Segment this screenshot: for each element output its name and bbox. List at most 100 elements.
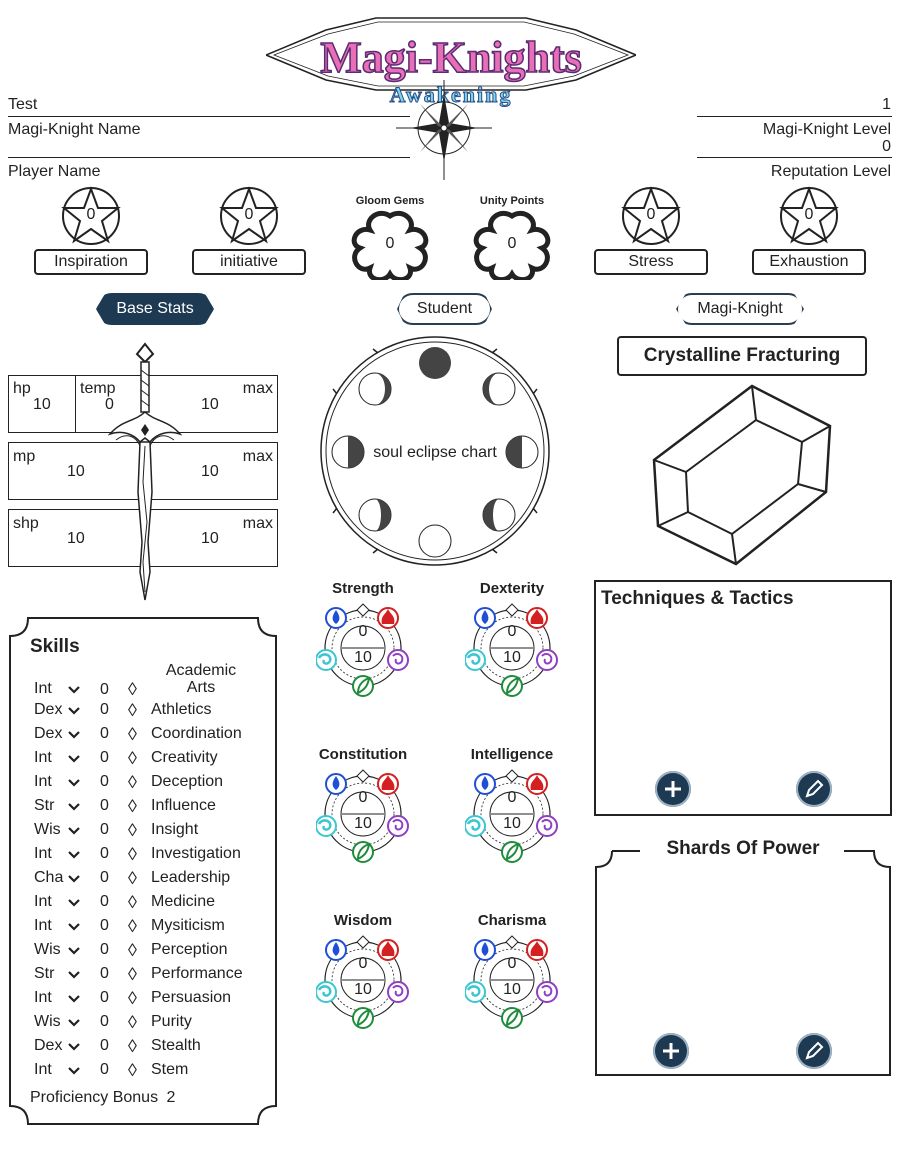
- diamond-icon[interactable]: ◊: [128, 748, 137, 768]
- skill-attribute-select[interactable]: Int: [34, 917, 52, 934]
- hp-max-value[interactable]: 10: [201, 396, 219, 413]
- skill-attribute-select[interactable]: Int: [34, 680, 52, 697]
- skill-value[interactable]: 0: [100, 965, 109, 982]
- attribute-score[interactable]: 10: [503, 981, 521, 998]
- skill-value[interactable]: 0: [100, 701, 109, 718]
- skill-attribute-select[interactable]: Wis: [34, 941, 61, 958]
- skill-value[interactable]: 0: [100, 893, 109, 910]
- skill-value[interactable]: 0: [100, 917, 109, 934]
- chevron-down-icon[interactable]: [68, 969, 80, 983]
- mp-max-value[interactable]: 10: [201, 463, 219, 480]
- skill-value[interactable]: 0: [100, 773, 109, 790]
- crystal-icon[interactable]: [650, 384, 834, 566]
- diamond-icon[interactable]: ◊: [128, 892, 137, 912]
- add-technique-button[interactable]: [655, 771, 691, 807]
- chevron-down-icon[interactable]: [68, 849, 80, 863]
- chevron-down-icon[interactable]: [68, 777, 80, 791]
- attribute-score[interactable]: 10: [503, 649, 521, 666]
- attribute-score[interactable]: 10: [354, 815, 372, 832]
- attribute-score[interactable]: 10: [354, 649, 372, 666]
- mp-value[interactable]: 10: [67, 463, 85, 480]
- player-name-field[interactable]: [8, 157, 410, 158]
- skill-value[interactable]: 0: [100, 989, 109, 1006]
- magi-knight-name-value[interactable]: Test: [8, 96, 38, 113]
- chevron-down-icon[interactable]: [68, 684, 80, 698]
- stress-star[interactable]: 0: [621, 186, 681, 246]
- skill-attribute-select[interactable]: Str: [34, 965, 55, 982]
- tab-student[interactable]: Student: [397, 293, 492, 325]
- chevron-down-icon[interactable]: [68, 873, 80, 887]
- skill-value[interactable]: 0: [100, 749, 109, 766]
- diamond-icon[interactable]: ◊: [128, 1036, 137, 1056]
- skill-value[interactable]: 0: [100, 941, 109, 958]
- diamond-icon[interactable]: ◊: [128, 1060, 137, 1080]
- tab-magi-knight[interactable]: Magi-Knight: [676, 293, 804, 325]
- exhaustion-star[interactable]: 0: [779, 186, 839, 246]
- attribute-modifier[interactable]: 0: [507, 955, 517, 972]
- chevron-down-icon[interactable]: [68, 945, 80, 959]
- diamond-icon[interactable]: ◊: [128, 868, 137, 888]
- skill-value[interactable]: 0: [100, 821, 109, 838]
- proficiency-value[interactable]: 2: [166, 1089, 176, 1106]
- temp-hp-value[interactable]: 0: [105, 396, 114, 413]
- skill-value[interactable]: 0: [100, 1013, 109, 1030]
- chevron-down-icon[interactable]: [68, 729, 80, 743]
- skill-attribute-select[interactable]: Dex: [34, 725, 63, 742]
- diamond-icon[interactable]: ◊: [128, 916, 137, 936]
- skill-value[interactable]: 0: [100, 1061, 109, 1078]
- attribute-score[interactable]: 10: [503, 815, 521, 832]
- attribute-modifier[interactable]: 0: [507, 623, 517, 640]
- skill-value[interactable]: 0: [100, 725, 109, 742]
- skill-attribute-select[interactable]: Int: [34, 845, 52, 862]
- skill-attribute-select[interactable]: Int: [34, 773, 52, 790]
- diamond-icon[interactable]: ◊: [128, 724, 137, 744]
- diamond-icon[interactable]: ◊: [128, 1012, 137, 1032]
- reputation-level-value[interactable]: 0: [882, 138, 891, 155]
- diamond-icon[interactable]: ◊: [128, 844, 137, 864]
- chevron-down-icon[interactable]: [68, 1017, 80, 1031]
- skill-attribute-select[interactable]: Int: [34, 989, 52, 1006]
- skill-value[interactable]: 0: [100, 681, 109, 698]
- edit-technique-button[interactable]: [796, 771, 832, 807]
- skill-attribute-select[interactable]: Cha: [34, 869, 64, 886]
- chevron-down-icon[interactable]: [68, 801, 80, 815]
- chevron-down-icon[interactable]: [68, 921, 80, 935]
- add-shard-button[interactable]: [653, 1033, 689, 1069]
- diamond-icon[interactable]: ◊: [128, 820, 137, 840]
- diamond-icon[interactable]: ◊: [128, 988, 137, 1008]
- hp-value[interactable]: 10: [33, 396, 51, 413]
- chevron-down-icon[interactable]: [68, 1041, 80, 1055]
- skill-attribute-select[interactable]: Dex: [34, 1037, 63, 1054]
- magi-knight-level-value[interactable]: 1: [882, 96, 891, 113]
- skill-value[interactable]: 0: [100, 845, 109, 862]
- chevron-down-icon[interactable]: [68, 753, 80, 767]
- diamond-icon[interactable]: ◊: [128, 772, 137, 792]
- skill-attribute-select[interactable]: Str: [34, 797, 55, 814]
- unity-points-counter[interactable]: 0: [472, 210, 552, 283]
- shp-value[interactable]: 10: [67, 530, 85, 547]
- diamond-icon[interactable]: ◊: [128, 679, 137, 699]
- attribute-modifier[interactable]: 0: [358, 623, 368, 640]
- skill-attribute-select[interactable]: Dex: [34, 701, 63, 718]
- skill-attribute-select[interactable]: Wis: [34, 1013, 61, 1030]
- attribute-modifier[interactable]: 0: [507, 789, 517, 806]
- attribute-modifier[interactable]: 0: [358, 789, 368, 806]
- chevron-down-icon[interactable]: [68, 897, 80, 911]
- attribute-score[interactable]: 10: [354, 981, 372, 998]
- chevron-down-icon[interactable]: [68, 705, 80, 719]
- inspiration-star[interactable]: 0: [61, 186, 121, 246]
- attribute-modifier[interactable]: 0: [358, 955, 368, 972]
- initiative-star[interactable]: 0: [219, 186, 279, 246]
- skill-attribute-select[interactable]: Int: [34, 749, 52, 766]
- diamond-icon[interactable]: ◊: [128, 700, 137, 720]
- skill-attribute-select[interactable]: Int: [34, 893, 52, 910]
- chevron-down-icon[interactable]: [68, 1065, 80, 1079]
- diamond-icon[interactable]: ◊: [128, 940, 137, 960]
- edit-shard-button[interactable]: [796, 1033, 832, 1069]
- chevron-down-icon[interactable]: [68, 825, 80, 839]
- tab-base-stats[interactable]: Base Stats: [96, 293, 214, 325]
- gloom-gems-counter[interactable]: 0: [350, 210, 430, 283]
- chevron-down-icon[interactable]: [68, 993, 80, 1007]
- diamond-icon[interactable]: ◊: [128, 964, 137, 984]
- shp-max-value[interactable]: 10: [201, 530, 219, 547]
